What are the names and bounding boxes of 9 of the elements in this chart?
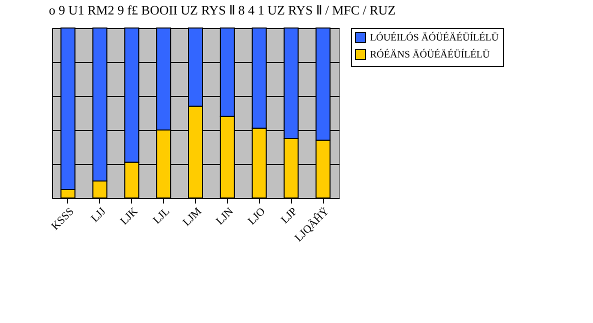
- x-tick-label: LJJ: [89, 204, 109, 225]
- chart-title: o 9 U1 RM2 9 f£ BOOII UZ RYS Ⅱ 8 4 1 UZ RYS Ⅱ / MFC / RUZ: [48, 2, 396, 18]
- x-tick-label: LJO: [246, 205, 268, 228]
- x-tick-label: LJP: [279, 206, 300, 226]
- legend-label: LÓUÉILÓS ÄÓÜÉÄÉÜÍLÉLÜ: [370, 32, 500, 44]
- x-tick-label: LJL: [151, 205, 172, 227]
- legend-label: RÓÉÄNS ÄÓÜÉÄÉÜÍLÉLÜ: [370, 48, 490, 60]
- x-tick-label: LJN: [214, 205, 236, 228]
- x-tick-label: LJK: [118, 205, 140, 228]
